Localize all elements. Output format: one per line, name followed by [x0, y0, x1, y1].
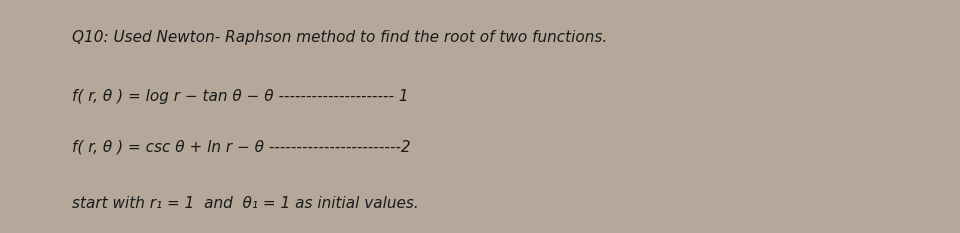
Text: f( r, θ ) = csc θ + ln r − θ ------------------------2: f( r, θ ) = csc θ + ln r − θ -----------… [72, 140, 411, 155]
Text: f( r, θ ) = log r − tan θ − θ --------------------- 1: f( r, θ ) = log r − tan θ − θ ----------… [72, 89, 409, 103]
Text: start with r₁ = 1  and  θ₁ = 1 as initial values.: start with r₁ = 1 and θ₁ = 1 as initial … [72, 196, 419, 211]
Text: Q10: Used Newton- Raphson method to find the root of two functions.: Q10: Used Newton- Raphson method to find… [72, 30, 608, 45]
